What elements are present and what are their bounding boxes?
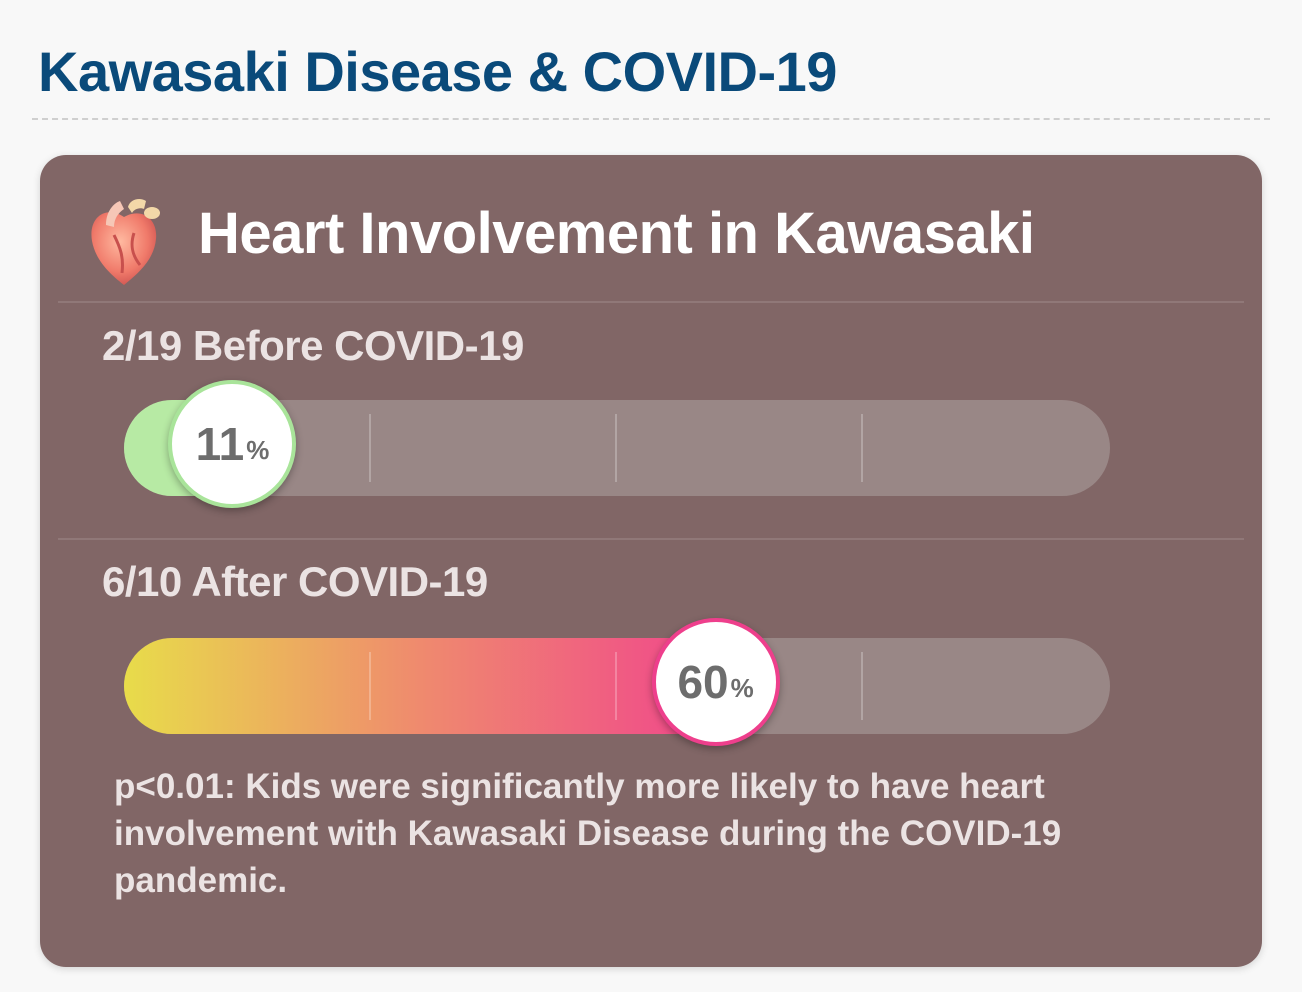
value-label-before: 11 — [195, 418, 245, 470]
value-unit-after: % — [730, 672, 754, 703]
card-title: Heart Involvement in Kawasaki — [198, 201, 1035, 266]
value-unit-before: % — [246, 434, 270, 465]
bar-track-after — [124, 638, 1110, 734]
grid-tick — [369, 414, 371, 482]
value-bubble-after: 60 % — [651, 618, 780, 746]
significance-note: p<0.01: Kids were significantly more lik… — [114, 767, 1062, 900]
heart-organ-icon — [91, 199, 160, 285]
card-divider — [58, 301, 1244, 303]
value-label-after: 60 — [677, 656, 729, 708]
heart-involvement-card: Heart Involvement in Kawasaki 2/19 Befor… — [40, 155, 1262, 967]
grid-tick — [615, 652, 617, 720]
grid-tick — [369, 652, 371, 720]
value-bubble-before: 11 % — [168, 380, 297, 508]
bar-fill-after — [124, 638, 716, 734]
card-header: Heart Involvement in Kawasaki — [40, 155, 1262, 301]
bar-label-after: 6/10 After COVID-19 — [102, 558, 488, 605]
grid-tick — [615, 414, 617, 482]
row-divider — [58, 538, 1244, 540]
grid-tick — [861, 414, 863, 482]
title-divider — [32, 118, 1270, 120]
bar-label-before: 2/19 Before COVID-19 — [102, 322, 524, 369]
grid-tick — [861, 652, 863, 720]
page-title: Kawasaki Disease & COVID-19 — [38, 40, 837, 103]
